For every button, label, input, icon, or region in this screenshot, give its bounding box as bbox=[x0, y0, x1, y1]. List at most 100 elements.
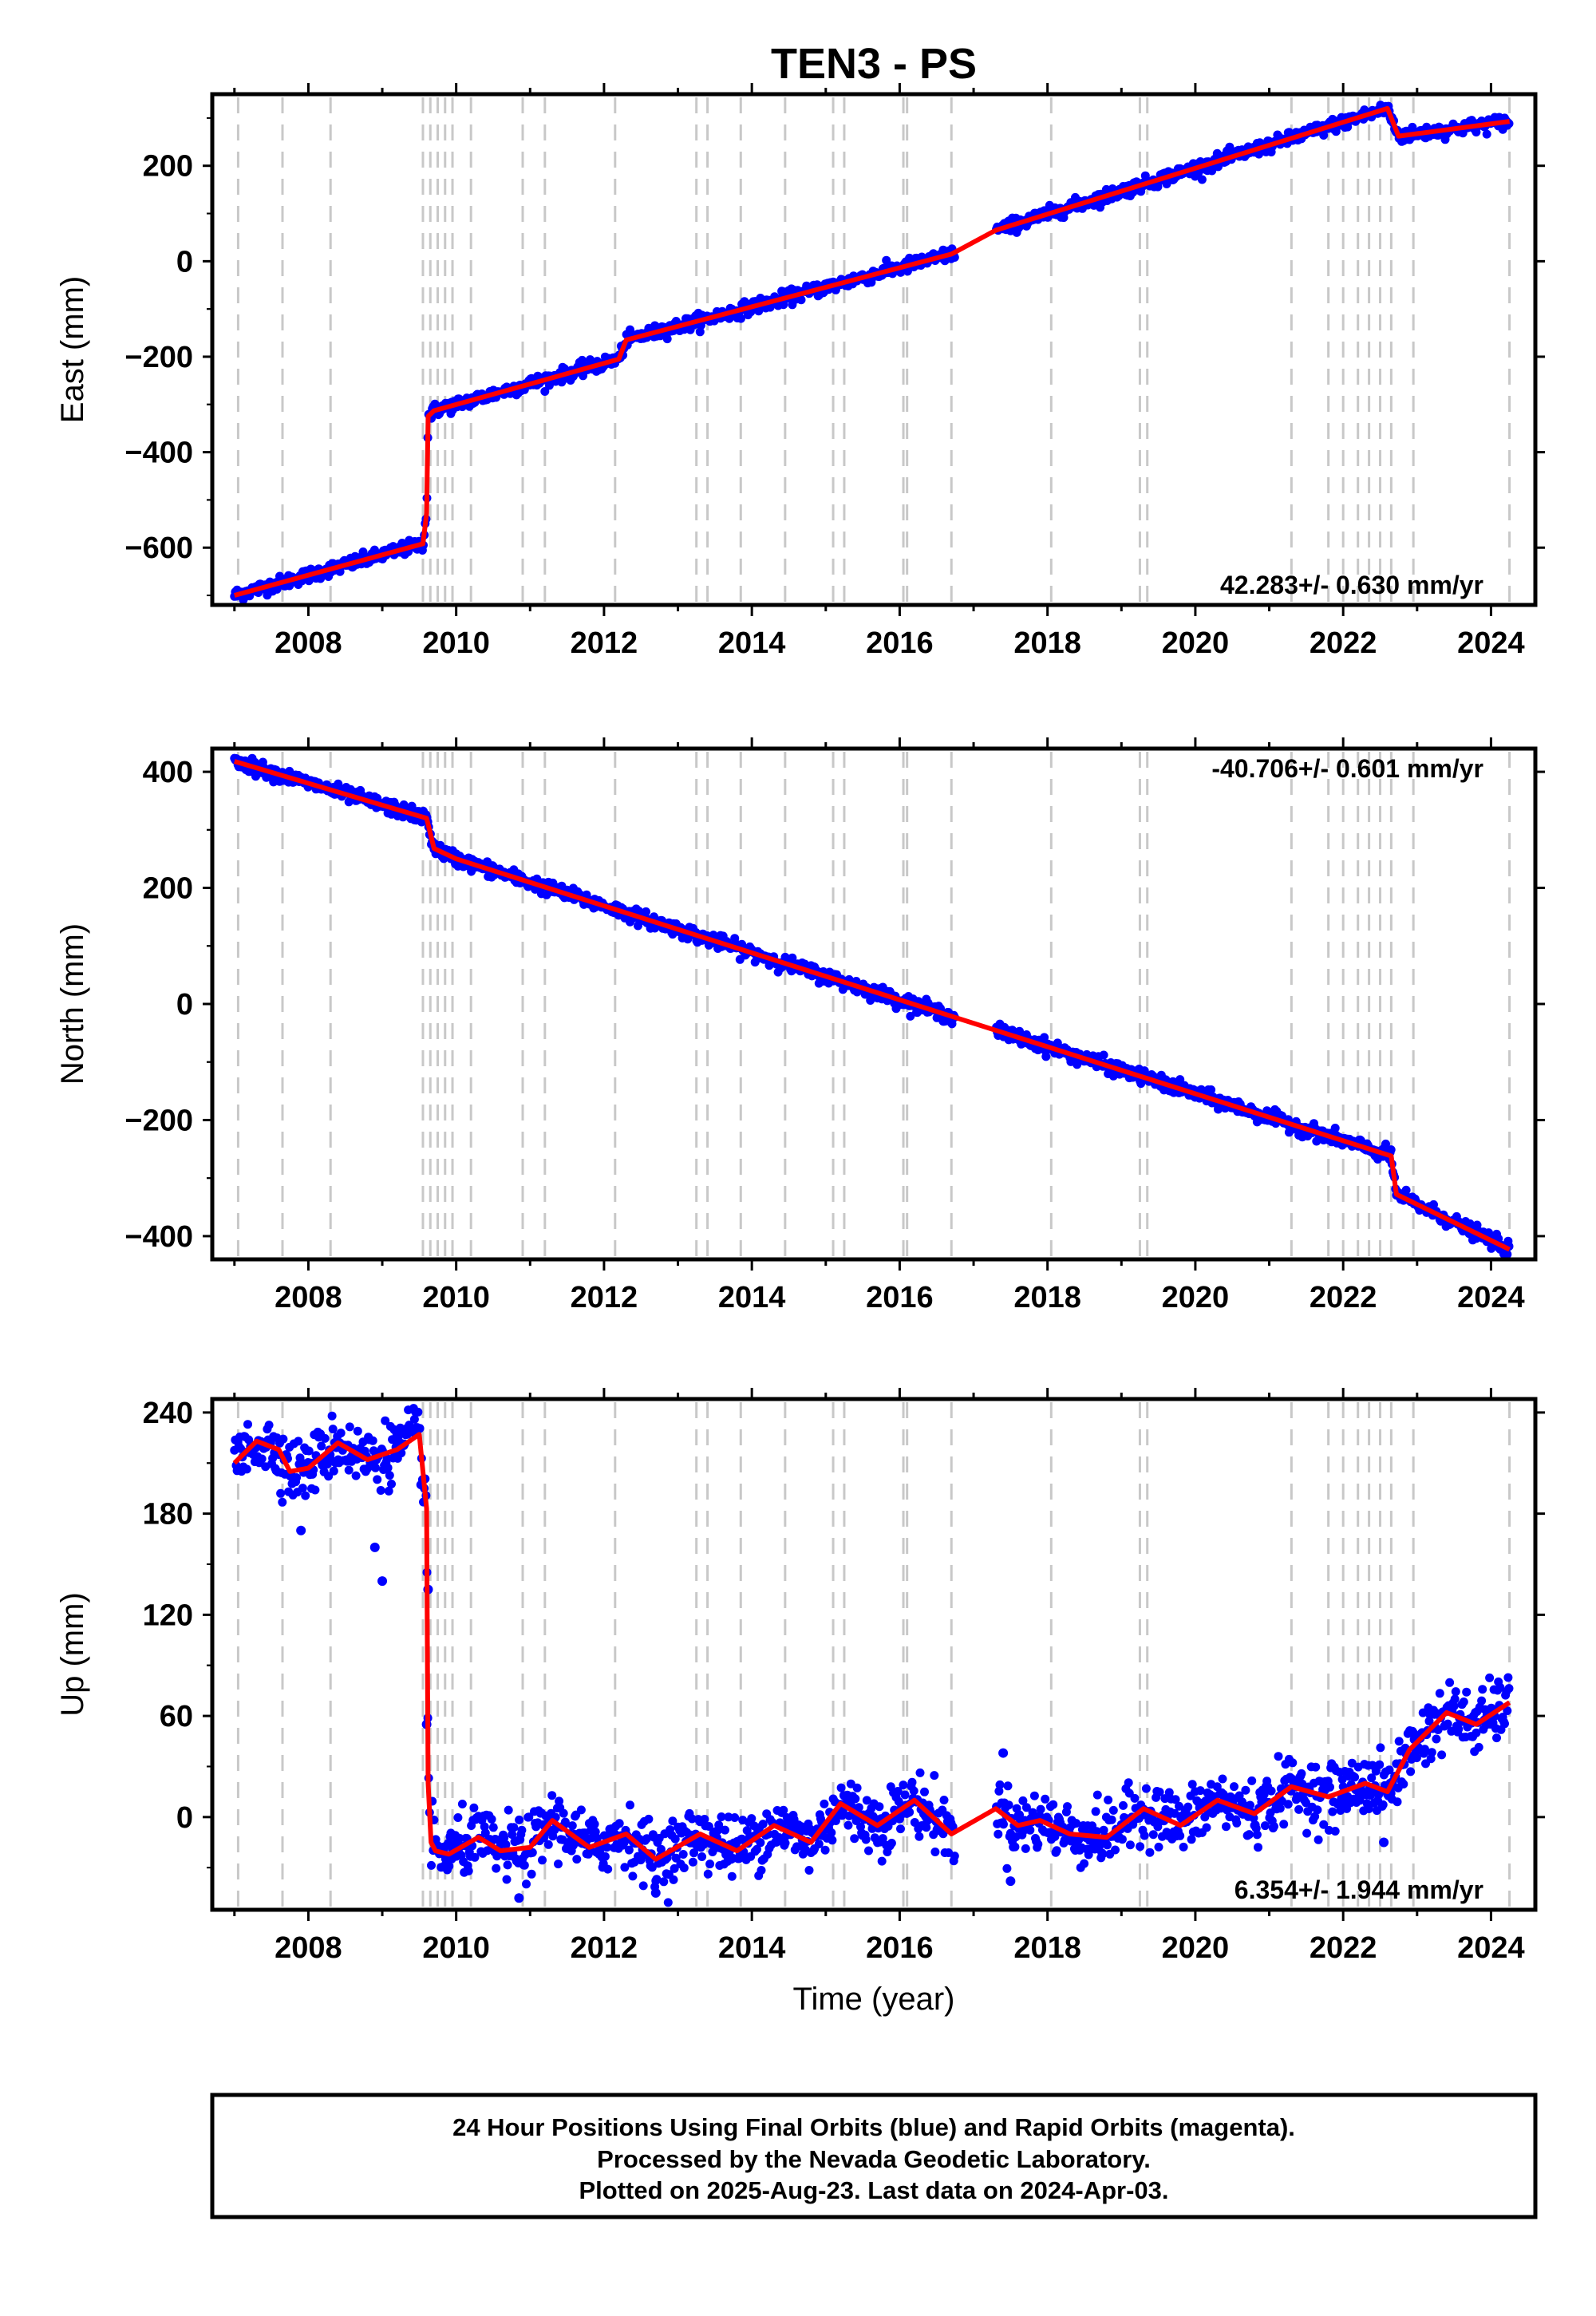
data-point bbox=[540, 387, 550, 396]
data-point bbox=[1379, 1837, 1389, 1848]
data-point bbox=[377, 1576, 388, 1587]
x-axis-label: Time (year) bbox=[793, 1982, 955, 2017]
x-tick-label: 2020 bbox=[1162, 1931, 1230, 1965]
data-point bbox=[376, 1486, 385, 1495]
y-tick-label: 60 bbox=[160, 1700, 193, 1733]
data-point bbox=[1225, 142, 1235, 152]
data-point bbox=[907, 1777, 917, 1787]
data-point bbox=[276, 1488, 286, 1498]
data-point bbox=[1092, 1790, 1102, 1800]
data-point bbox=[527, 1869, 536, 1879]
data-point bbox=[1148, 1830, 1158, 1840]
data-point bbox=[538, 1856, 547, 1865]
data-point bbox=[1108, 1805, 1118, 1815]
data-point bbox=[836, 1783, 846, 1792]
data-point bbox=[638, 1881, 648, 1891]
data-point bbox=[1302, 1828, 1312, 1838]
data-point bbox=[725, 314, 734, 323]
data-point bbox=[1063, 1802, 1072, 1812]
data-point bbox=[509, 1823, 519, 1832]
data-point bbox=[1394, 1737, 1404, 1746]
up-model-line bbox=[232, 1432, 1511, 1862]
data-point bbox=[1478, 1685, 1487, 1694]
panel-north: −400 −200 0 200 400 2008 2010 2012 2014 2016 2018 2… bbox=[55, 737, 1545, 1314]
data-point bbox=[850, 1834, 859, 1844]
x-tick-label: 2022 bbox=[1310, 1281, 1377, 1314]
y-tick-label: −400 bbox=[124, 437, 193, 470]
data-point bbox=[1029, 1791, 1039, 1800]
data-point bbox=[875, 1802, 884, 1812]
data-point bbox=[1244, 1830, 1254, 1840]
data-point bbox=[336, 1429, 346, 1438]
y-tick-label: 240 bbox=[143, 1397, 193, 1430]
data-point bbox=[1187, 1835, 1196, 1844]
data-point bbox=[915, 1832, 924, 1841]
data-point bbox=[522, 1879, 531, 1889]
data-point bbox=[1427, 1748, 1436, 1757]
data-point bbox=[669, 1875, 678, 1884]
data-point bbox=[1125, 1840, 1135, 1850]
x-tick-label: 2016 bbox=[866, 1281, 934, 1314]
data-point bbox=[464, 1866, 473, 1875]
x-tick-label: 2024 bbox=[1457, 1931, 1525, 1965]
data-point bbox=[292, 1473, 302, 1482]
data-point bbox=[1099, 1050, 1108, 1060]
data-point bbox=[559, 1808, 568, 1818]
data-point bbox=[737, 314, 745, 323]
data-point bbox=[1183, 1802, 1193, 1812]
data-point bbox=[504, 1805, 513, 1815]
x-tick-label: 2014 bbox=[718, 1281, 786, 1314]
data-point bbox=[383, 1463, 393, 1472]
data-point bbox=[642, 907, 650, 916]
data-point bbox=[1025, 1825, 1035, 1835]
data-point bbox=[662, 334, 672, 344]
data-point bbox=[727, 1871, 737, 1881]
x-tick-label: 2024 bbox=[1457, 1281, 1525, 1314]
data-point bbox=[1482, 129, 1491, 139]
data-point bbox=[730, 1813, 740, 1822]
data-point bbox=[1141, 1784, 1151, 1793]
data-point bbox=[603, 1864, 613, 1874]
data-point bbox=[519, 1860, 529, 1870]
data-point bbox=[1049, 1800, 1058, 1809]
data-point bbox=[1119, 1800, 1128, 1810]
data-point bbox=[502, 1875, 512, 1884]
data-point bbox=[998, 1748, 1009, 1758]
data-point bbox=[1041, 1794, 1050, 1804]
data-point bbox=[453, 1813, 463, 1822]
data-point bbox=[1254, 1843, 1262, 1852]
data-point bbox=[939, 1796, 949, 1804]
data-point bbox=[930, 1771, 939, 1780]
data-point bbox=[279, 1434, 288, 1444]
data-point bbox=[796, 295, 806, 305]
data-point bbox=[930, 1848, 940, 1856]
data-point bbox=[1503, 1673, 1513, 1682]
data-point bbox=[1294, 1804, 1304, 1814]
data-point bbox=[877, 1856, 887, 1866]
data-point bbox=[1154, 1842, 1163, 1852]
data-point bbox=[320, 1433, 330, 1443]
data-point bbox=[457, 1800, 467, 1808]
data-point bbox=[994, 1829, 1003, 1839]
data-point bbox=[804, 1866, 814, 1875]
data-point bbox=[1002, 1863, 1012, 1873]
data-point bbox=[1432, 1734, 1441, 1744]
data-point bbox=[600, 1852, 610, 1861]
data-point bbox=[1288, 1758, 1298, 1768]
chart-title: TEN3 - PS bbox=[771, 40, 977, 88]
data-point bbox=[492, 1863, 501, 1873]
data-point bbox=[1313, 1805, 1322, 1815]
data-point bbox=[1462, 1687, 1472, 1697]
x-tick-label: 2008 bbox=[275, 1281, 342, 1314]
data-point bbox=[950, 1852, 959, 1861]
data-point bbox=[1459, 1697, 1468, 1706]
data-point bbox=[1451, 1687, 1460, 1697]
data-point bbox=[828, 1836, 837, 1845]
panel-up: 0 60 120 180 240 2008 2010 2012 2014 2016 2018 2020… bbox=[55, 1388, 1545, 1965]
up-rate-annotation: 6.354+/- 1.944 mm/yr bbox=[1235, 1875, 1483, 1904]
y-tick-label: 0 bbox=[176, 988, 193, 1022]
footer-line-1: 24 Hour Positions Using Final Orbits (bl… bbox=[452, 2113, 1295, 2141]
data-point bbox=[503, 1860, 512, 1870]
data-point bbox=[1393, 1797, 1402, 1807]
